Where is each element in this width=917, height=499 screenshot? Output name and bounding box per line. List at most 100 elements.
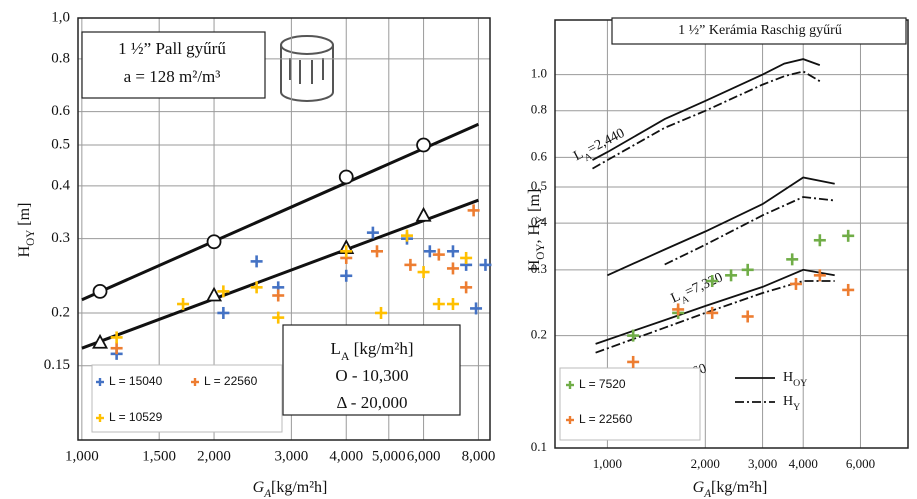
chart-title: 1 ½” Kerámia Raschig gyűrű — [678, 23, 842, 38]
text-part: , H — [526, 224, 543, 244]
title-box — [611, 17, 907, 45]
x-tick-label: 3,000 — [275, 448, 309, 464]
text-part: Y — [535, 216, 547, 224]
line-legend-label: HOY — [783, 370, 807, 389]
y-tick-label: 0.2 — [531, 327, 547, 342]
x-tick-label: 8,000 — [462, 448, 496, 464]
y-axis-label: HOY, HY [m] — [526, 189, 547, 272]
title-box — [81, 31, 266, 99]
scatter-point — [370, 245, 383, 258]
scatter-point — [340, 245, 353, 258]
scatter-point — [404, 258, 417, 271]
scatter-point — [842, 283, 855, 296]
scatter-point — [786, 253, 799, 266]
x-tick-label: 5,000 — [372, 448, 406, 464]
scatter-point — [417, 266, 430, 279]
scatter-point — [446, 245, 459, 258]
chart-subtitle: a = 128 m²/m³ — [124, 67, 221, 86]
legend-marker — [96, 414, 104, 422]
legend-label: L = 7520 — [579, 377, 626, 391]
text-part: A — [583, 151, 594, 164]
scatter-point — [217, 306, 230, 319]
scatter-point — [110, 331, 123, 344]
fit-point — [92, 333, 109, 349]
text-part: Y — [793, 402, 800, 413]
icon-body — [280, 45, 334, 102]
scatter-point — [627, 355, 640, 368]
scatter-point — [467, 204, 480, 217]
chart-title: 1 ½” Pall gyűrű — [118, 39, 226, 58]
y-tick-label: 0.8 — [51, 50, 70, 66]
scatter-point — [706, 275, 719, 288]
y-tick-label: 0.3 — [531, 261, 547, 276]
fit-line — [81, 122, 480, 302]
legend-marker — [566, 416, 574, 424]
curve — [607, 176, 835, 277]
x-tick-label: 2,000 — [691, 456, 720, 471]
scatter-point — [432, 298, 445, 311]
curve — [592, 70, 821, 170]
scatter-point — [813, 269, 826, 282]
fit-legend-item: O - 10,300 — [335, 366, 408, 385]
scatter-point — [706, 306, 719, 319]
text-part: [kg/m²h] — [271, 479, 327, 496]
curve — [592, 58, 821, 161]
scatter-point — [272, 289, 285, 302]
x-tick-label: 4,000 — [789, 456, 818, 471]
fit-legend-title: LA [kg/m²h] — [330, 339, 413, 363]
y-tick-label: 0.3 — [51, 230, 70, 246]
x-tick-label: 6,000 — [846, 456, 875, 471]
scatter-point — [789, 277, 802, 290]
text-part: A — [680, 293, 691, 306]
x-axis-label: GA[kg/m²h] — [253, 479, 328, 499]
scatter-point — [446, 298, 459, 311]
y-tick-label: 0.8 — [531, 102, 547, 117]
scatter-point — [460, 251, 473, 264]
icon-slots — [289, 58, 324, 84]
x-axis-label: GA[kg/m²h] — [693, 479, 768, 499]
legend-marker — [96, 378, 104, 386]
text-part: [m] — [526, 189, 543, 216]
legend-label: L = 10529 — [109, 410, 163, 424]
x-tick-label: 4,000 — [329, 448, 363, 464]
scatter-point — [110, 342, 123, 355]
text-part: [kg/m²h] — [711, 479, 767, 496]
scatter-point — [375, 306, 388, 319]
scatter-point — [813, 234, 826, 247]
fit-point — [338, 169, 354, 185]
text-part: H — [526, 259, 543, 271]
scatter-point — [423, 245, 436, 258]
scatter-point — [250, 281, 263, 294]
line-legend-label: HY — [783, 394, 800, 413]
y-tick-label: 0.5 — [531, 178, 547, 193]
y-tick-label: 1.0 — [531, 66, 547, 81]
y-tick-label: 1,0 — [51, 9, 70, 25]
curve — [595, 268, 835, 345]
scatter-point — [470, 302, 483, 315]
scatter-point — [446, 262, 459, 275]
text-part: [kg/m²h] — [349, 339, 413, 358]
text-part: G — [253, 479, 265, 496]
text-part: A — [341, 349, 350, 363]
scatter-point — [250, 255, 263, 268]
legend-marker — [191, 378, 199, 386]
text-part: A — [703, 488, 711, 499]
x-tick-label: 1,000 — [65, 448, 99, 464]
fit-line — [81, 198, 479, 350]
text-part: OY — [793, 378, 807, 389]
legend-label: L = 22560 — [204, 374, 258, 388]
legend-marker — [566, 381, 574, 389]
fit-point — [92, 283, 108, 299]
scatter-point — [400, 229, 413, 242]
text-part: H — [783, 370, 793, 385]
legend-box — [559, 367, 701, 441]
fit-legend-box — [282, 324, 461, 416]
text-part: OY — [25, 230, 37, 246]
x-tick-label: 6,000 — [407, 448, 441, 464]
y-tick-label: 0.2 — [51, 304, 70, 320]
y-tick-label: 0.1 — [531, 439, 547, 454]
x-tick-label: 3,000 — [748, 456, 777, 471]
legend-box — [91, 364, 283, 433]
